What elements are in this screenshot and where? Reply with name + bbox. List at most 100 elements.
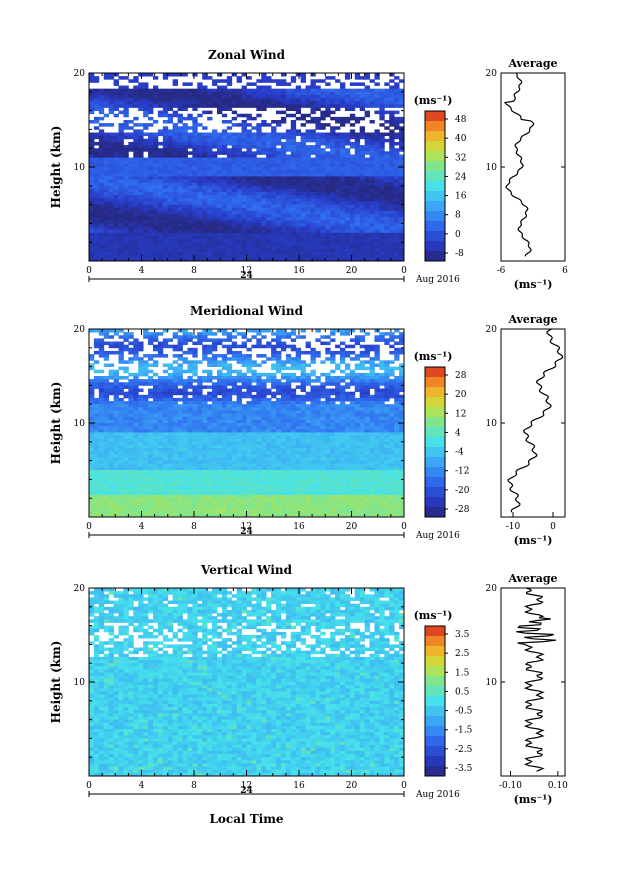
heatmap-cell — [172, 160, 178, 165]
heatmap-cell — [89, 242, 95, 246]
heatmap-cell — [177, 157, 183, 162]
heatmap-cell — [364, 94, 370, 99]
heatmap-cell — [285, 404, 292, 408]
heatmap-cell — [305, 251, 311, 256]
heatmap-cell — [389, 123, 395, 127]
heatmap-cell — [256, 410, 262, 414]
heatmap-cell — [236, 101, 242, 105]
heatmap-cell — [359, 210, 366, 215]
heatmap-cell — [172, 91, 178, 96]
profile-y-label: 20 — [486, 69, 498, 79]
heatmap-cell — [290, 120, 297, 124]
heatmap-cell — [285, 148, 292, 152]
heatmap-cell — [394, 416, 400, 421]
heatmap-cell — [162, 254, 169, 259]
heatmap-cell — [93, 76, 100, 80]
heatmap-cell — [354, 204, 361, 209]
heatmap-cell — [374, 335, 380, 339]
heatmap-cell — [369, 347, 375, 352]
heatmap-cell — [103, 188, 110, 193]
heatmap-cell — [197, 407, 203, 411]
heatmap-cell — [359, 163, 366, 168]
heatmap-cell — [128, 79, 134, 83]
heatmap-cell — [384, 154, 390, 158]
heatmap-cell — [133, 382, 139, 386]
heatmap-cell — [133, 397, 139, 402]
heatmap-cell — [246, 251, 252, 256]
heatmap-cell — [389, 232, 395, 237]
heatmap-cell — [236, 220, 242, 224]
heatmap-cell — [310, 135, 316, 140]
heatmap-cell — [103, 204, 110, 209]
heatmap-cell — [118, 91, 124, 96]
heatmap-cell — [379, 232, 385, 237]
heatmap-cell — [344, 220, 351, 224]
heatmap-cell — [202, 167, 208, 171]
heatmap-cell — [349, 329, 356, 333]
heatmap-cell — [157, 214, 164, 218]
heatmap-cell — [330, 104, 336, 108]
heatmap-cell — [295, 394, 302, 399]
heatmap-cell — [349, 376, 356, 380]
heatmap-cell — [364, 185, 370, 190]
heatmap-cell — [177, 344, 183, 349]
heatmap-cell — [261, 394, 267, 399]
heatmap-cell — [384, 185, 390, 190]
heatmap-cell — [310, 223, 316, 227]
heatmap-cell — [246, 88, 252, 93]
heatmap-cell — [197, 123, 203, 127]
heatmap-cell — [251, 401, 257, 405]
heatmap-cell — [108, 160, 115, 165]
heatmap-cell — [113, 423, 119, 427]
heatmap-cell — [276, 332, 282, 336]
heatmap-cell — [325, 401, 331, 405]
heatmap-cell — [399, 419, 405, 424]
heatmap-cell — [364, 423, 370, 427]
heatmap-cell — [310, 416, 316, 421]
heatmap-cell — [197, 229, 203, 234]
heatmap-cell — [89, 182, 95, 187]
heatmap-cell — [280, 372, 287, 377]
heatmap-cell — [359, 195, 366, 199]
heatmap-cell — [280, 360, 287, 364]
heatmap-cell — [192, 157, 198, 162]
heatmap-cell — [103, 388, 110, 393]
heatmap-cell — [182, 229, 188, 234]
heatmap-cell — [295, 141, 302, 146]
heatmap-cell — [177, 413, 183, 418]
heatmap-cell — [138, 257, 144, 262]
heatmap-cell — [241, 204, 247, 209]
heatmap-cell — [374, 94, 380, 99]
heatmap-cell — [182, 195, 188, 199]
heatmap-cell — [384, 229, 390, 234]
heatmap-cell — [143, 179, 149, 184]
heatmap-cell — [290, 239, 297, 243]
heatmap-cell — [256, 254, 262, 259]
heatmap-cell — [354, 245, 361, 249]
heatmap-cell — [276, 235, 282, 240]
heatmap-cell — [261, 344, 267, 349]
heatmap-cell — [300, 173, 306, 177]
heatmap-cell — [202, 217, 208, 221]
heatmap-cell — [216, 254, 223, 259]
heatmap-cell — [315, 397, 321, 402]
heatmap-cell — [123, 185, 129, 190]
heatmap-cell — [118, 220, 124, 224]
heatmap-cell — [344, 350, 351, 355]
heatmap-cell — [290, 410, 297, 414]
heatmap-cell — [310, 379, 316, 383]
heatmap-cell — [266, 223, 272, 227]
heatmap-cell — [207, 141, 213, 146]
heatmap-cell — [177, 160, 183, 165]
heatmap-cell — [172, 254, 178, 259]
heatmap-cell — [172, 188, 178, 193]
heatmap-cell — [261, 248, 267, 252]
heatmap-cell — [374, 223, 380, 227]
heatmap-cell — [98, 347, 105, 352]
heatmap-cell — [394, 394, 400, 399]
heatmap-cell — [207, 192, 213, 196]
heatmap-cell — [295, 110, 302, 115]
heatmap-cell — [280, 73, 287, 77]
heatmap-cell — [123, 201, 129, 205]
heatmap-cell — [256, 251, 262, 256]
